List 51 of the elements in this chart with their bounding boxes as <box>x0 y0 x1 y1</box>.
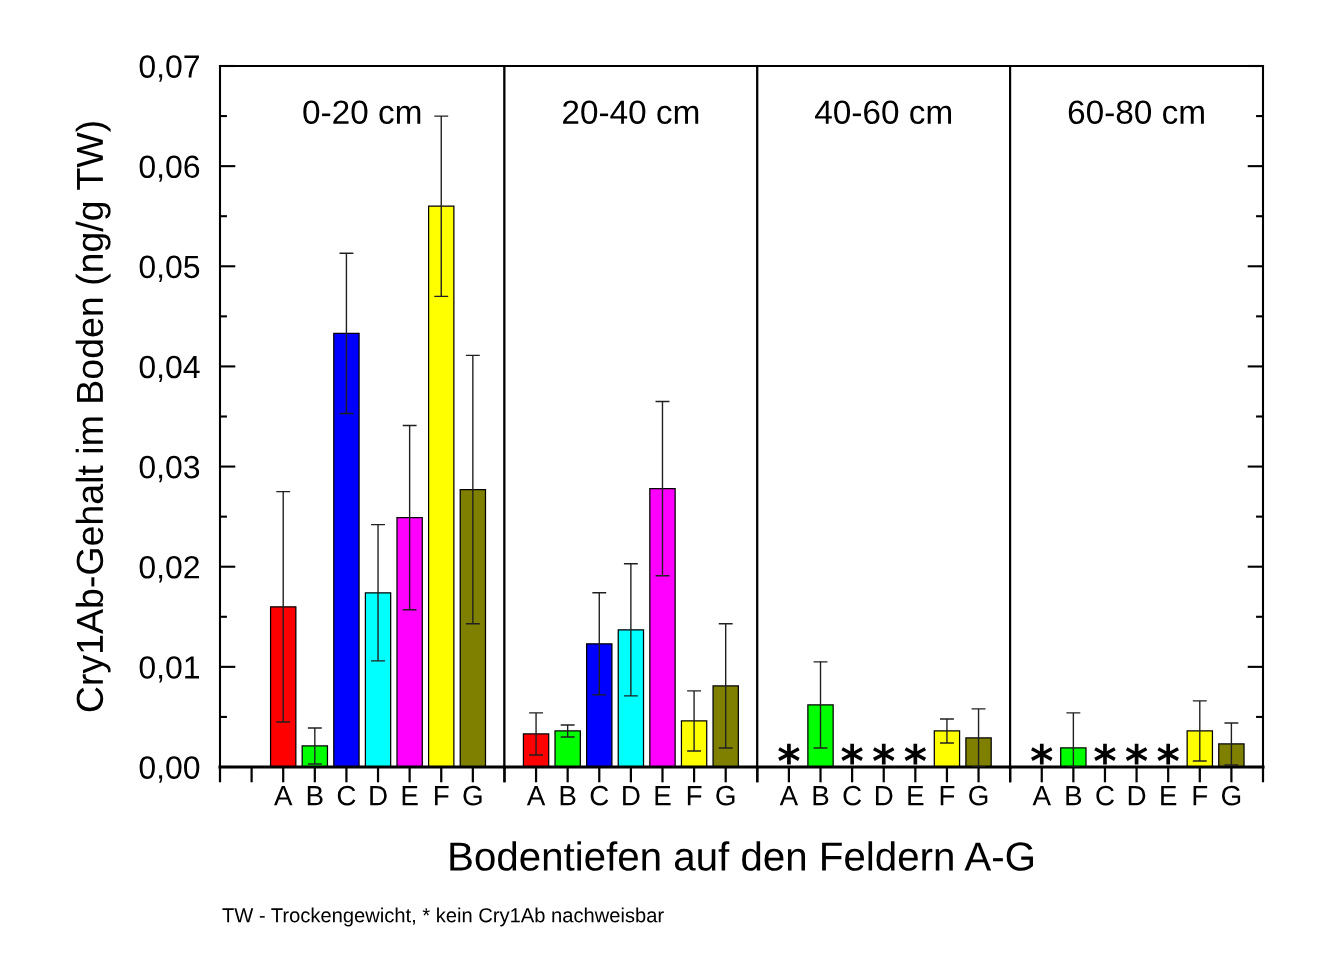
x-tick-label: G <box>969 785 988 806</box>
x-tick-label: A <box>274 786 293 806</box>
x-tick-label: F <box>435 786 449 806</box>
x-tick-label: F <box>687 786 702 806</box>
y-tick-label: 0,00 <box>139 756 200 783</box>
annotation: * <box>1125 743 1148 765</box>
y-tick-label: 0,07 <box>139 55 199 82</box>
x-tick-label: G <box>1221 785 1241 806</box>
x-axis-title: Bodentiefen auf den Feldern A-G <box>450 841 1033 871</box>
y-tick-label: 0,05 <box>139 255 200 282</box>
x-tick-label: F <box>940 786 955 806</box>
text: 40-60 cm <box>815 100 952 125</box>
x-tick-label: B <box>813 786 829 806</box>
x-tick-label: E <box>655 786 671 806</box>
text: 60-80 cm <box>1068 100 1204 125</box>
text: 0-20 cm <box>303 100 421 125</box>
x-tick-label: D <box>875 786 893 806</box>
annotation: * <box>1031 743 1053 765</box>
x-tick-label: A <box>526 786 546 806</box>
x-tick-label: D <box>370 786 387 806</box>
x-tick-label: B <box>560 786 576 806</box>
x-tick-label: D <box>623 786 640 806</box>
y-tick-label: 0,02 <box>139 555 199 583</box>
x-tick-label: F <box>1193 786 1208 806</box>
y-tick-label: 0,04 <box>139 355 200 383</box>
x-tick-label: E <box>402 786 418 806</box>
annotation: * <box>778 743 800 765</box>
annotation: * <box>872 743 895 765</box>
x-tick-label: D <box>1128 786 1146 806</box>
x-tick-label: B <box>1066 786 1082 806</box>
x-tick-label: C <box>1096 785 1114 806</box>
x-tick-label: A <box>779 786 799 806</box>
x-tick-label: G <box>463 785 482 806</box>
x-tick-label: E <box>1161 786 1177 806</box>
text: TW - Trockengewicht, * kein Cry1Ab nachweisbar <box>222 907 664 927</box>
annotation: * <box>904 743 927 765</box>
x-tick-label: C <box>590 785 609 806</box>
x-tick-label: B <box>307 786 323 806</box>
annotation: * <box>1157 743 1179 765</box>
x-tick-label: G <box>716 785 735 806</box>
y-tick-label: 0,06 <box>139 155 200 182</box>
x-tick-label: C <box>337 785 356 806</box>
x-tick-label: E <box>908 786 924 806</box>
annotation: * <box>1094 743 1116 765</box>
x-tick-label: C <box>843 785 862 806</box>
y-axis-title: Cry1Ab-Gehalt im Boden (ng/g TW) <box>75 122 111 712</box>
y-tick-label: 0,01 <box>139 656 199 683</box>
x-tick-label: A <box>1032 786 1051 806</box>
annotation: * <box>841 743 863 765</box>
text: 20-40 cm <box>563 100 699 125</box>
y-tick-label: 0,03 <box>139 455 200 483</box>
